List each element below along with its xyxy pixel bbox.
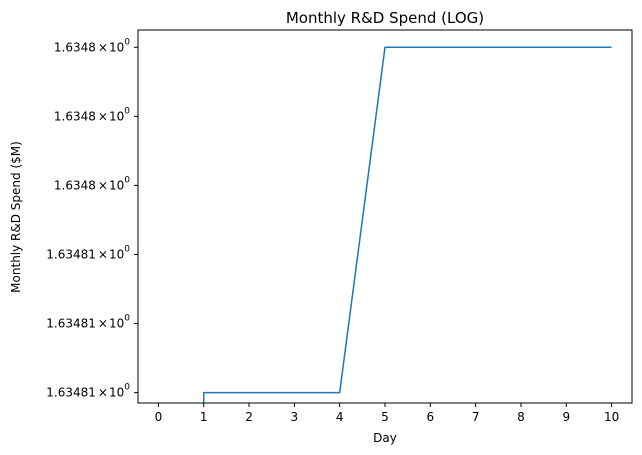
y-tick-times: × — [98, 109, 108, 123]
x-tick-label: 6 — [427, 410, 435, 424]
x-tick-label: 5 — [381, 410, 389, 424]
x-tick-label: 8 — [517, 410, 525, 424]
y-tick-exponent: 0 — [124, 175, 130, 185]
x-tick-label: 2 — [245, 410, 253, 424]
y-tick-label: 1.63481 ×100 — [46, 244, 130, 261]
y-tick-exponent: 0 — [124, 383, 130, 393]
y-tick-mantissa: 1.6348 — [54, 178, 96, 192]
y-tick-times: × — [98, 178, 108, 192]
y-tick-mantissa: 1.6348 — [54, 40, 96, 54]
y-tick-times: × — [98, 247, 108, 261]
y-tick-exponent: 0 — [124, 314, 130, 324]
y-tick-base: 10 — [109, 40, 124, 54]
y-tick-times: × — [98, 317, 108, 331]
y-tick-label: 1.6348 ×100 — [54, 37, 130, 54]
y-tick-label: 1.63481 ×100 — [46, 314, 130, 331]
x-axis-label: Day — [373, 431, 397, 445]
y-tick-base: 10 — [109, 386, 124, 400]
x-tick-label: 10 — [604, 410, 619, 424]
plot-frame — [137, 29, 633, 404]
y-tick-times: × — [98, 40, 108, 54]
y-tick-mantissa: 1.6348 — [54, 109, 96, 123]
y-tick-exponent: 0 — [124, 106, 130, 116]
series-line — [202, 46, 612, 403]
y-tick-label: 1.6348 ×100 — [54, 106, 130, 123]
y-tick-mantissa: 1.63481 — [46, 247, 96, 261]
y-tick-base: 10 — [109, 247, 124, 261]
plot-area — [202, 46, 612, 403]
y-axis-label: Monthly R&D Spend ($M) — [9, 141, 23, 293]
y-tick-exponent: 0 — [124, 244, 130, 254]
x-tick-label: 9 — [562, 410, 570, 424]
y-tick-label: 1.6348 ×100 — [54, 175, 130, 192]
y-tick-base: 10 — [109, 317, 124, 331]
chart-title: Monthly R&D Spend (LOG) — [286, 9, 484, 27]
x-tick-label: 3 — [291, 410, 299, 424]
y-tick-base: 10 — [109, 178, 124, 192]
y-tick-label: 1.63481 ×100 — [46, 383, 130, 400]
x-tick-label: 4 — [336, 410, 344, 424]
y-tick-times: × — [98, 386, 108, 400]
x-tick-label: 7 — [472, 410, 480, 424]
y-tick-mantissa: 1.63481 — [46, 317, 96, 331]
x-tick-label: 1 — [200, 410, 208, 424]
y-tick-exponent: 0 — [124, 37, 130, 47]
y-tick-base: 10 — [109, 109, 124, 123]
y-tick-mantissa: 1.63481 — [46, 386, 96, 400]
x-tick-label: 0 — [155, 410, 163, 424]
